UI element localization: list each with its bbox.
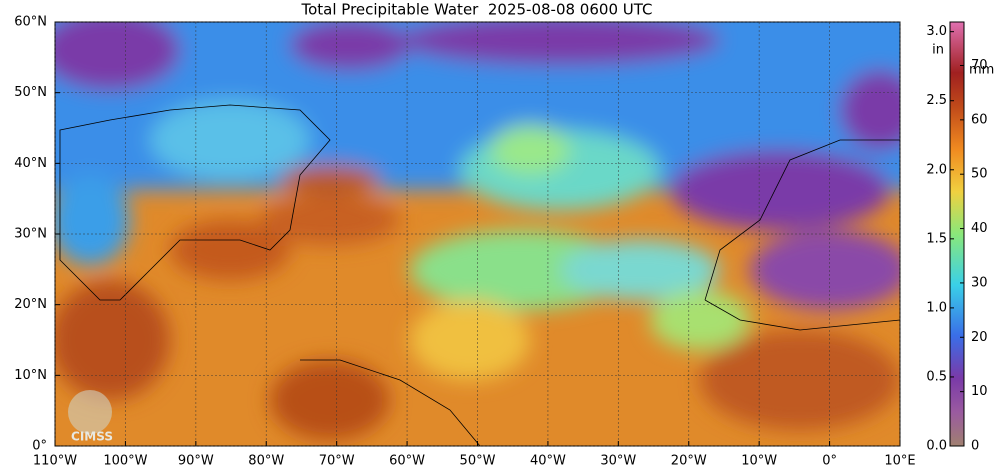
x-tick-label: 70°W [319, 454, 355, 469]
colorbar-tick-label: 10 [971, 384, 988, 399]
x-tick-label: 90°W [178, 454, 214, 469]
x-tick-label: 20°W [671, 454, 707, 469]
x-tick-label: 80°W [248, 454, 284, 469]
y-tick-label: 30°N [14, 227, 47, 242]
x-tick-label: 40°W [530, 454, 566, 469]
colorbar-tick-label: 60 [971, 112, 988, 127]
y-tick-label: 40°N [14, 156, 47, 171]
x-tick-label: 50°W [460, 454, 496, 469]
x-tick-label: 110°W [33, 454, 77, 469]
colorbar-unit: mm [969, 63, 994, 78]
colorbar-tick-label: 1.0 [926, 300, 947, 315]
colorbar-tick-label: 0.5 [926, 369, 947, 384]
x-tick-label: 10°E [884, 454, 915, 469]
logo: CIMSS [68, 390, 113, 444]
colorbar-tick-label: 70 [971, 58, 988, 73]
x-tick-label: 30°W [600, 454, 636, 469]
x-tick-label: 0° [822, 454, 837, 469]
colorbar-tick-label: 40 [971, 221, 988, 236]
colorbar-tick-label: 2.5 [926, 93, 947, 108]
y-tick-label: 60°N [14, 15, 47, 30]
x-tick-label: 60°W [389, 454, 425, 469]
colorbar-tick-label: 2.0 [926, 162, 947, 177]
colorbar-tick-label: 1.5 [926, 231, 947, 246]
y-tick-label: 10°N [14, 368, 47, 383]
colorbar [949, 21, 965, 447]
x-tick-label: 10°W [741, 454, 777, 469]
y-tick-label: 50°N [14, 85, 47, 100]
colorbar-tick-label: 0.0 [926, 439, 947, 454]
colorbar-tick-label: 50 [971, 167, 988, 182]
colorbar-tick-label: 20 [971, 330, 988, 345]
colorbar-tick-label: 3.0 [926, 24, 947, 39]
colorbar-unit: in [932, 43, 944, 58]
logo-text: CIMSS [71, 430, 113, 444]
x-tick-label: 100°W [103, 454, 147, 469]
map-image [55, 22, 900, 446]
colorbar-tick-label: 0 [971, 439, 979, 454]
chart-title: Total Precipitable Water 2025-08-08 0600… [300, 1, 652, 19]
colorbar-tick-label: 30 [971, 275, 988, 290]
y-tick-label: 0° [32, 439, 47, 454]
y-tick-label: 20°N [14, 297, 47, 312]
logo-icon [68, 390, 112, 434]
